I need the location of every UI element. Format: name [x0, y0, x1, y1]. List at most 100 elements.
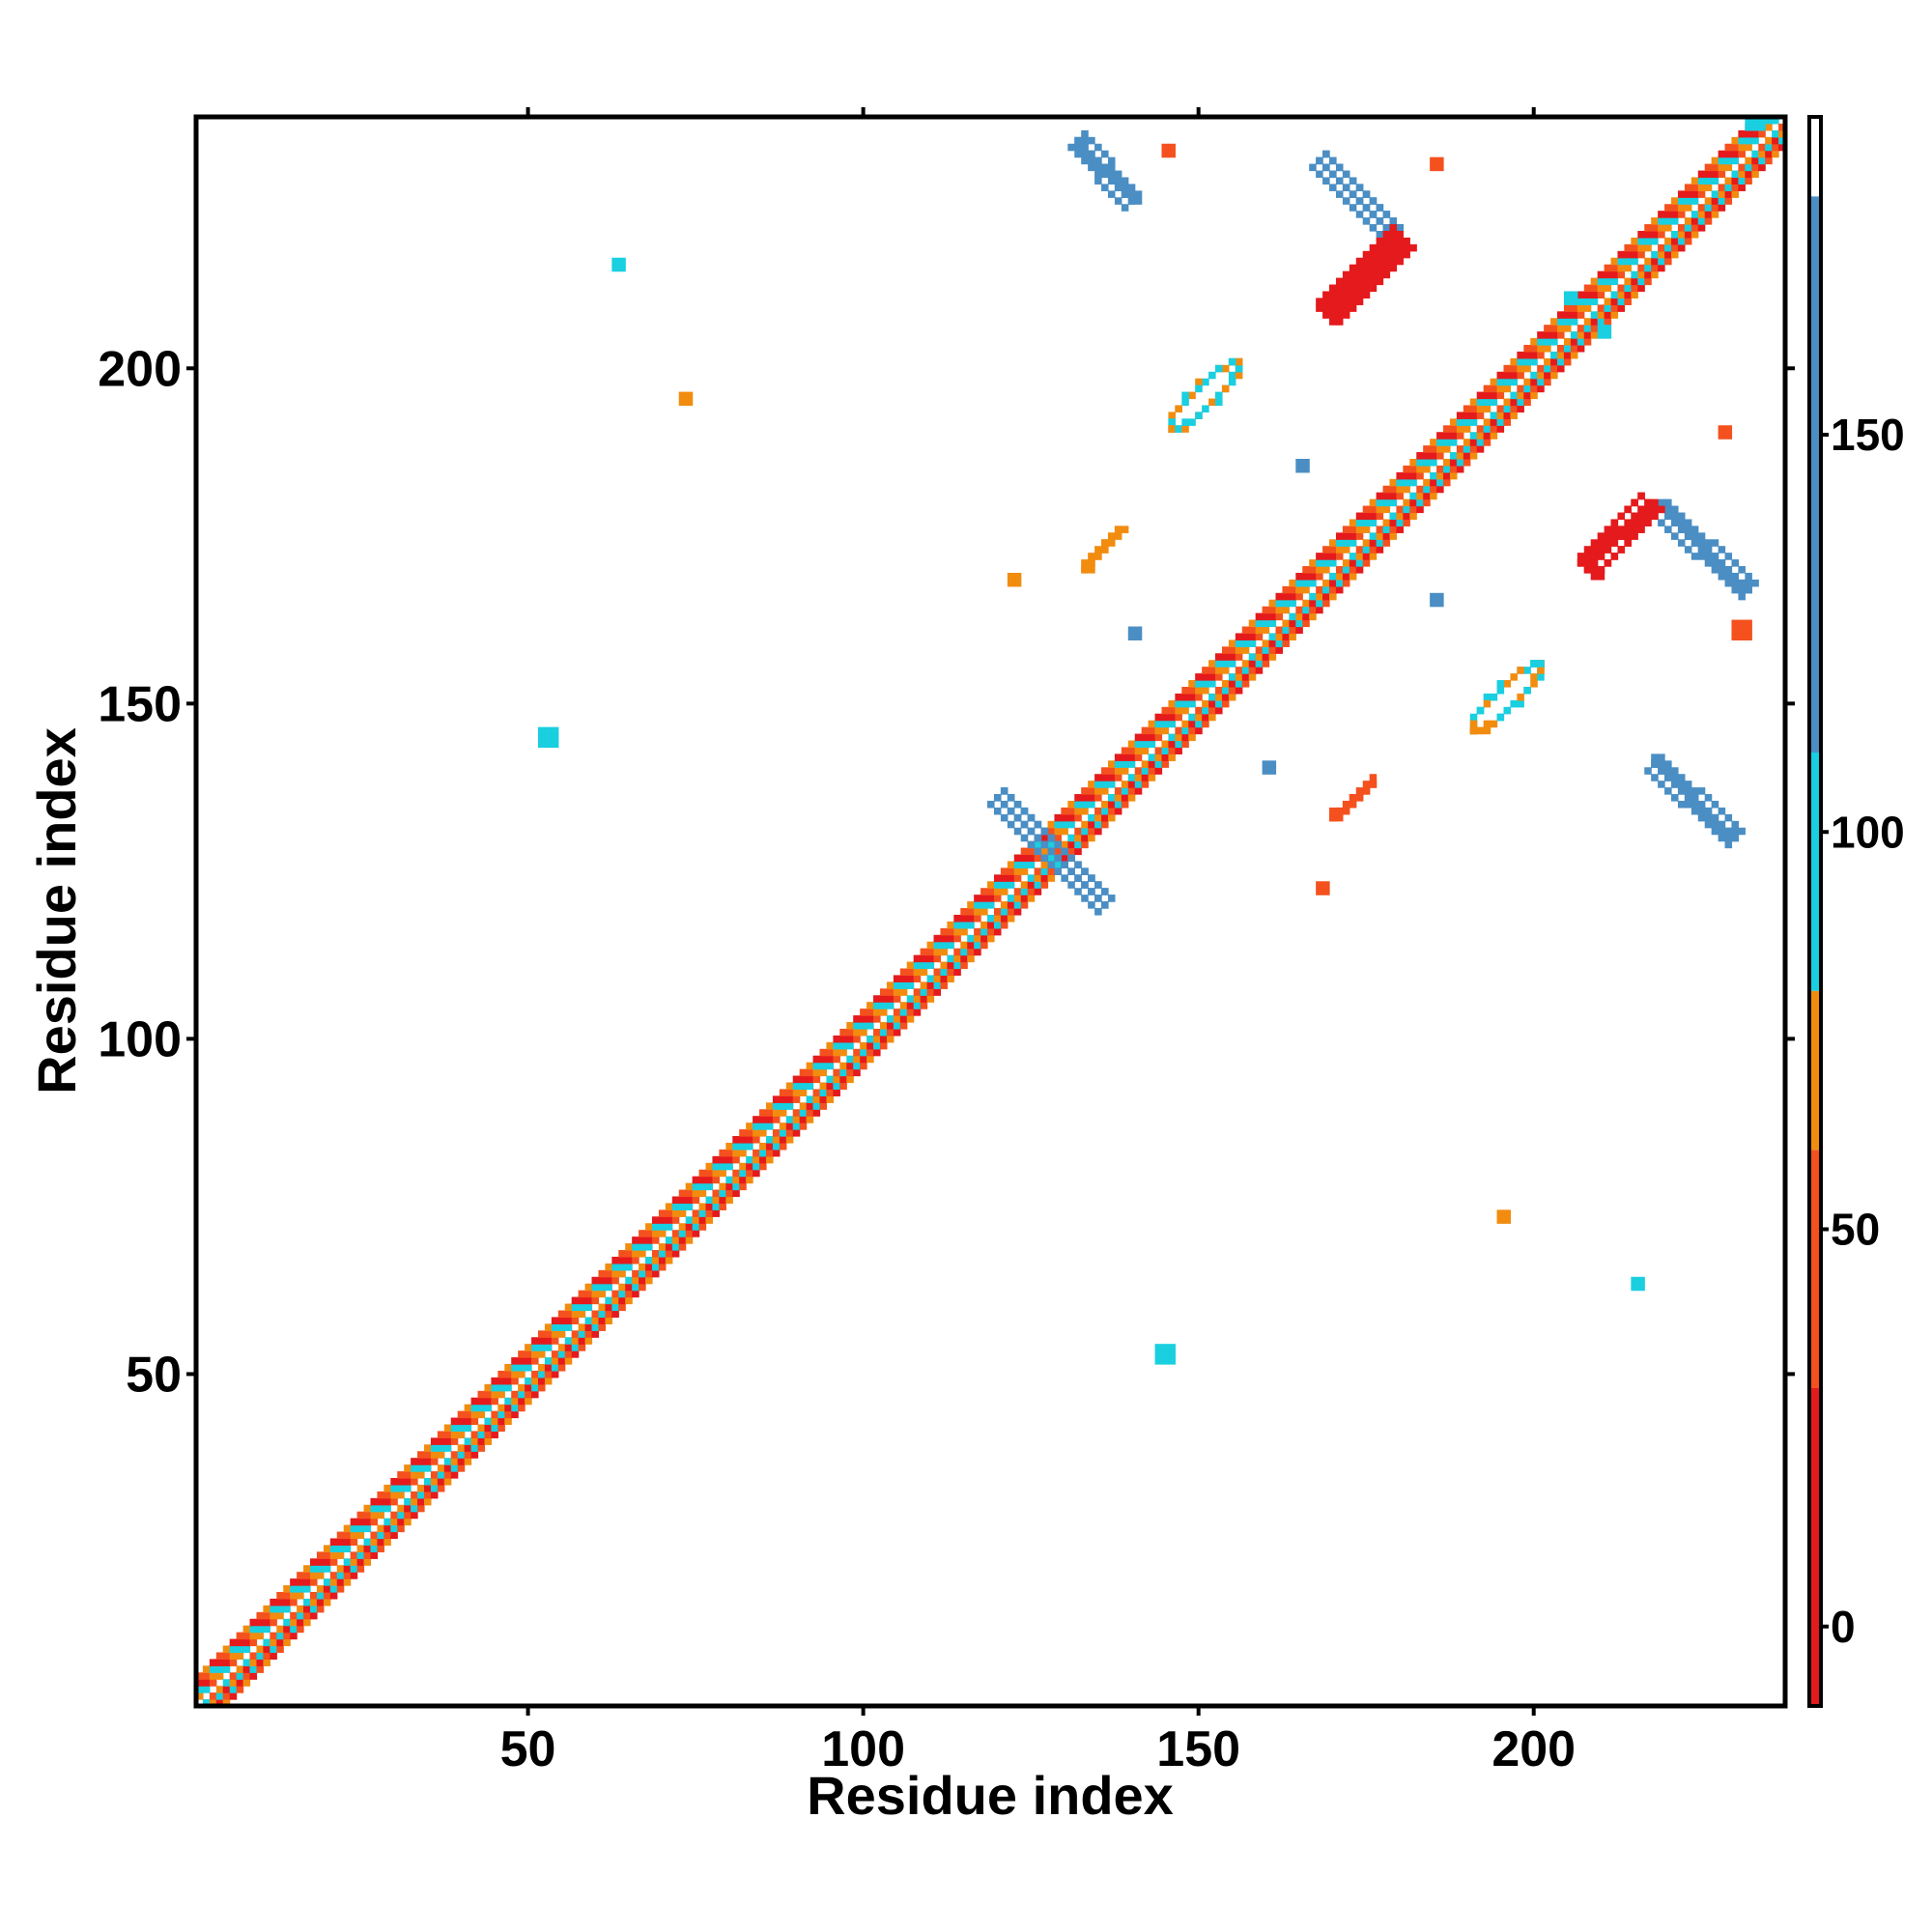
- heatmap-cell: [1510, 673, 1518, 681]
- heatmap-cell: [1040, 874, 1049, 882]
- heatmap-cell: [1610, 304, 1619, 312]
- heatmap-cell: [1671, 250, 1679, 259]
- heatmap-cell: [1322, 579, 1330, 587]
- heatmap-cell: [544, 1370, 553, 1378]
- heatmap-cell: [1054, 834, 1062, 842]
- heatmap-cell: [1745, 129, 1752, 138]
- heatmap-cell: [249, 1632, 258, 1640]
- heatmap-cell: [846, 1055, 854, 1064]
- heatmap-cell: [833, 1035, 840, 1043]
- heatmap-cell: [1724, 163, 1733, 172]
- heatmap-cell: [1537, 667, 1545, 674]
- heatmap-cell: [1335, 553, 1344, 560]
- heatmap-cell: [1134, 733, 1143, 742]
- heatmap-cell: [1329, 304, 1337, 312]
- heatmap-cell: [1697, 787, 1706, 795]
- heatmap-cell: [477, 1431, 486, 1438]
- heatmap-cell: [1107, 807, 1116, 815]
- heatmap-cell: [430, 1444, 439, 1452]
- heatmap-cell: [1651, 512, 1659, 521]
- heatmap-cell: [497, 1404, 505, 1412]
- heatmap-cell: [343, 1578, 352, 1586]
- heatmap-cell: [598, 1310, 606, 1319]
- heatmap-cell: [1088, 813, 1095, 822]
- heatmap-cell: [705, 1203, 714, 1210]
- heatmap-cell: [799, 1089, 808, 1096]
- heatmap-cell: [974, 948, 981, 956]
- heatmap-cell: [584, 1303, 593, 1312]
- heatmap-cell: [1000, 901, 1009, 909]
- heatmap-cell: [1335, 304, 1344, 312]
- heatmap-cell: [1570, 344, 1578, 353]
- heatmap-cell: [1604, 546, 1612, 554]
- heatmap-cell: [860, 1009, 867, 1016]
- heatmap-cell: [1651, 237, 1659, 245]
- heatmap-cell: [1490, 398, 1498, 407]
- heatmap-cell: [940, 975, 948, 982]
- heatmap-cell: [692, 1209, 700, 1217]
- heatmap-cell: [1697, 217, 1706, 225]
- heatmap-cell: [860, 1015, 867, 1023]
- heatmap-cell: [1342, 526, 1350, 533]
- heatmap-cell: [1074, 813, 1082, 822]
- heatmap-cell: [1671, 217, 1679, 225]
- heatmap-cell: [712, 1155, 720, 1164]
- heatmap-cell: [1396, 478, 1404, 487]
- heatmap-cell: [1718, 170, 1726, 179]
- heatmap-cell: [450, 1437, 459, 1445]
- heatmap-cell: [1027, 813, 1036, 822]
- heatmap-cell: [1007, 881, 1015, 889]
- heatmap-cell: [1483, 425, 1492, 433]
- heatmap-cell: [1208, 660, 1216, 668]
- heatmap-cell: [933, 988, 942, 996]
- heatmap-cell: [833, 1075, 840, 1084]
- heatmap-cell: [1369, 250, 1378, 259]
- heatmap-cell: [1134, 197, 1143, 205]
- heatmap-cell: [1168, 699, 1176, 708]
- heatmap-cell: [739, 1136, 747, 1144]
- heatmap-cell: [1503, 398, 1512, 407]
- heatmap-cell: [1007, 820, 1015, 829]
- heatmap-cell: [906, 961, 915, 970]
- heatmap-cell: [1268, 606, 1277, 614]
- heatmap-cell: [1590, 318, 1599, 326]
- heatmap-cell: [860, 1022, 867, 1030]
- heatmap-cell: [551, 1330, 559, 1338]
- heatmap-cell: [1557, 311, 1565, 319]
- heatmap-cell: [1389, 485, 1398, 494]
- heatmap-cell: [1047, 834, 1056, 842]
- heatmap-cell: [1577, 298, 1585, 305]
- heatmap-cell: [571, 1296, 580, 1305]
- heatmap-cell: [276, 1611, 284, 1620]
- heatmap-cell: [343, 1572, 352, 1579]
- heatmap-cell: [1134, 787, 1143, 795]
- heatmap-cell: [611, 1303, 619, 1312]
- heatmap-cell: [557, 1344, 566, 1351]
- heatmap-cell: [1523, 391, 1531, 400]
- heatmap-cell: [1195, 686, 1203, 695]
- heatmap-cell: [283, 1625, 291, 1634]
- heatmap-cell: [1577, 344, 1585, 353]
- heatmap-cell: [1604, 311, 1612, 319]
- heatmap-cell: [920, 961, 928, 970]
- heatmap-cell: [1342, 807, 1350, 815]
- heatmap-cell: [1195, 720, 1203, 728]
- heatmap-cell: [1181, 686, 1189, 695]
- heatmap-cell: [605, 1269, 612, 1278]
- heatmap-cell: [1355, 787, 1364, 795]
- heatmap-cell: [417, 1491, 425, 1499]
- heatmap-cell: [397, 1524, 405, 1533]
- heatmap-cell: [1208, 713, 1216, 722]
- heatmap-cell: [1430, 485, 1437, 494]
- heatmap-cell: [1731, 559, 1740, 567]
- heatmap-cell: [947, 975, 954, 982]
- heatmap-cell: [1101, 150, 1109, 158]
- heatmap-cell: [377, 1538, 384, 1547]
- heatmap-cell: [1074, 888, 1082, 895]
- heatmap-cell: [1215, 391, 1223, 400]
- heatmap-cell: [1563, 311, 1572, 319]
- heatmap-cell: [370, 1497, 378, 1506]
- heatmap-cell: [1275, 639, 1284, 647]
- heatmap-cell: [1040, 854, 1049, 863]
- heatmap-cell: [1309, 163, 1317, 172]
